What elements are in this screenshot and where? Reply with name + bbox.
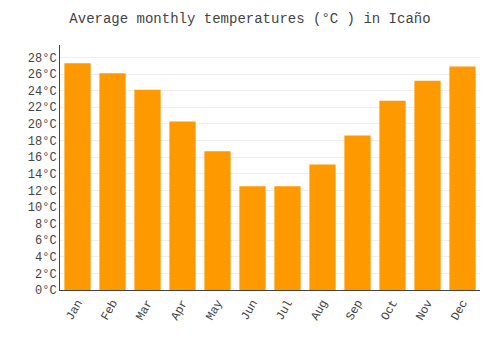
- svg-text:Mar: Mar: [133, 297, 156, 323]
- svg-text:18°C: 18°C: [28, 135, 57, 149]
- svg-text:14°C: 14°C: [28, 168, 57, 182]
- svg-text:24°C: 24°C: [28, 85, 57, 99]
- svg-text:22°C: 22°C: [28, 101, 57, 115]
- svg-text:10°C: 10°C: [28, 201, 57, 215]
- svg-text:0°C: 0°C: [35, 284, 57, 298]
- svg-text:12°C: 12°C: [28, 185, 57, 199]
- svg-text:Average monthly temperatures (: Average monthly temperatures (°C ) in Ic…: [69, 11, 430, 27]
- svg-text:28°C: 28°C: [28, 52, 57, 66]
- svg-text:Apr: Apr: [168, 297, 191, 323]
- svg-text:16°C: 16°C: [28, 151, 57, 165]
- svg-text:Jan: Jan: [63, 297, 86, 323]
- svg-text:Sep: Sep: [343, 297, 366, 323]
- svg-text:Jul: Jul: [273, 297, 296, 323]
- svg-text:Nov: Nov: [413, 297, 436, 323]
- svg-text:Oct: Oct: [378, 297, 401, 323]
- svg-text:2°C: 2°C: [35, 268, 57, 282]
- svg-text:Feb: Feb: [98, 297, 121, 323]
- svg-text:Jun: Jun: [238, 297, 261, 323]
- svg-text:26°C: 26°C: [28, 68, 57, 82]
- svg-text:Dec: Dec: [448, 297, 471, 323]
- svg-text:6°C: 6°C: [35, 234, 57, 248]
- svg-text:20°C: 20°C: [28, 118, 57, 132]
- svg-text:4°C: 4°C: [35, 251, 57, 265]
- svg-text:May: May: [203, 297, 226, 323]
- svg-text:Aug: Aug: [308, 297, 331, 323]
- svg-text:8°C: 8°C: [35, 218, 57, 232]
